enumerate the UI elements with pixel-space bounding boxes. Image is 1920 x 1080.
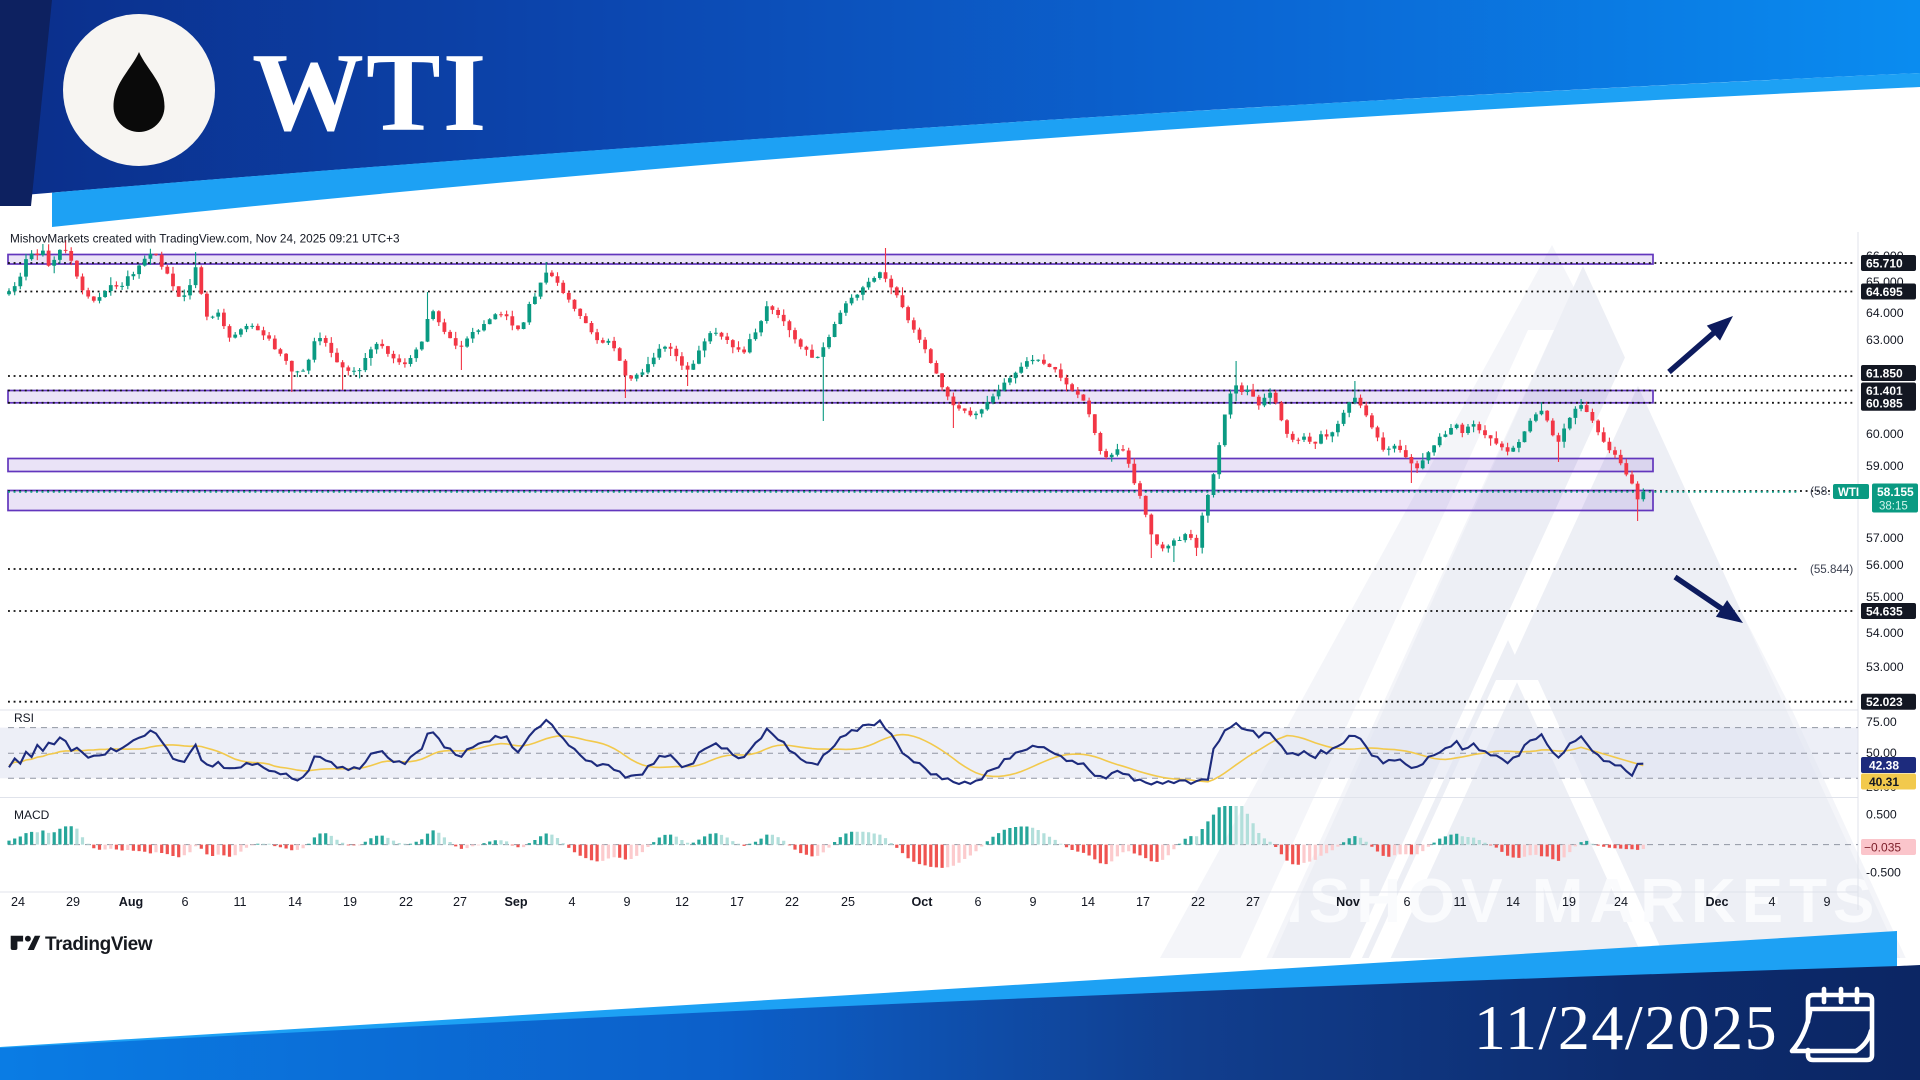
svg-text:25: 25 (841, 895, 855, 909)
svg-text:12: 12 (675, 895, 689, 909)
svg-text:MACD: MACD (14, 808, 50, 822)
svg-text:75.00: 75.00 (1866, 715, 1897, 729)
svg-text:29: 29 (66, 895, 80, 909)
svg-text:24: 24 (11, 895, 25, 909)
svg-text:54.635: 54.635 (1866, 605, 1903, 619)
svg-text:(58.: (58. (1810, 484, 1831, 498)
svg-text:17: 17 (730, 895, 744, 909)
svg-text:17: 17 (1136, 895, 1150, 909)
svg-text:9: 9 (1029, 895, 1036, 909)
svg-text:6: 6 (974, 895, 981, 909)
svg-text:0.500: 0.500 (1866, 808, 1897, 822)
svg-text:24: 24 (1614, 895, 1628, 909)
svg-text:14: 14 (1506, 895, 1520, 909)
svg-text:RSI: RSI (14, 711, 34, 725)
svg-text:42.38: 42.38 (1869, 759, 1899, 773)
svg-text:63.000: 63.000 (1866, 333, 1904, 347)
svg-text:9: 9 (1823, 895, 1830, 909)
svg-text:MISHOV MARKETS: MISHOV MARKETS (1228, 867, 1880, 936)
svg-text:61.401: 61.401 (1866, 384, 1903, 398)
svg-text:22: 22 (1191, 895, 1205, 909)
svg-text:50.00: 50.00 (1866, 746, 1897, 760)
svg-text:11: 11 (233, 895, 246, 909)
svg-text:Nov: Nov (1336, 895, 1360, 909)
svg-text:64.000: 64.000 (1866, 306, 1904, 320)
svg-text:60.985: 60.985 (1866, 396, 1903, 410)
svg-text:Aug: Aug (119, 895, 143, 909)
svg-text:55.000: 55.000 (1866, 590, 1904, 604)
svg-text:52.023: 52.023 (1866, 695, 1903, 709)
svg-text:4: 4 (1768, 895, 1775, 909)
svg-text:TradingView: TradingView (45, 934, 153, 955)
svg-text:-0.500: -0.500 (1866, 866, 1901, 880)
svg-text:38:15: 38:15 (1879, 501, 1908, 513)
svg-text:Sep: Sep (504, 895, 527, 909)
svg-text:WTI: WTI (252, 31, 488, 155)
svg-text:14: 14 (288, 895, 302, 909)
svg-text:64.695: 64.695 (1866, 285, 1903, 299)
svg-text:−0.035: −0.035 (1864, 841, 1901, 855)
svg-text:57.000: 57.000 (1866, 531, 1904, 545)
svg-text:Dec: Dec (1705, 895, 1728, 909)
svg-text:56.000: 56.000 (1866, 558, 1904, 572)
svg-text:19: 19 (343, 895, 357, 909)
svg-text:11: 11 (1453, 895, 1466, 909)
svg-text:22: 22 (399, 895, 413, 909)
svg-text:22: 22 (785, 895, 799, 909)
svg-text:19: 19 (1562, 895, 1576, 909)
svg-text:61.850: 61.850 (1866, 367, 1903, 381)
svg-text:53.000: 53.000 (1866, 660, 1904, 674)
svg-text:65.710: 65.710 (1866, 257, 1903, 271)
svg-text:40.31: 40.31 (1869, 775, 1899, 789)
svg-text:MishovMarkets created with Tra: MishovMarkets created with TradingView.c… (10, 232, 400, 246)
svg-text:54.000: 54.000 (1866, 626, 1904, 640)
svg-text:6: 6 (181, 895, 188, 909)
svg-text:(55.844): (55.844) (1810, 563, 1853, 576)
svg-text:6: 6 (1403, 895, 1410, 909)
svg-text:11/24/2025: 11/24/2025 (1474, 992, 1778, 1063)
svg-text:27: 27 (453, 895, 467, 909)
svg-text:60.000: 60.000 (1866, 427, 1904, 441)
svg-text:27: 27 (1246, 895, 1260, 909)
svg-text:4: 4 (568, 895, 575, 909)
svg-text:WTI: WTI (1838, 487, 1859, 499)
svg-text:59.000: 59.000 (1866, 459, 1904, 473)
svg-text:58.155: 58.155 (1877, 485, 1914, 499)
svg-text:Oct: Oct (912, 895, 934, 909)
svg-text:14: 14 (1081, 895, 1095, 909)
svg-text:9: 9 (623, 895, 630, 909)
